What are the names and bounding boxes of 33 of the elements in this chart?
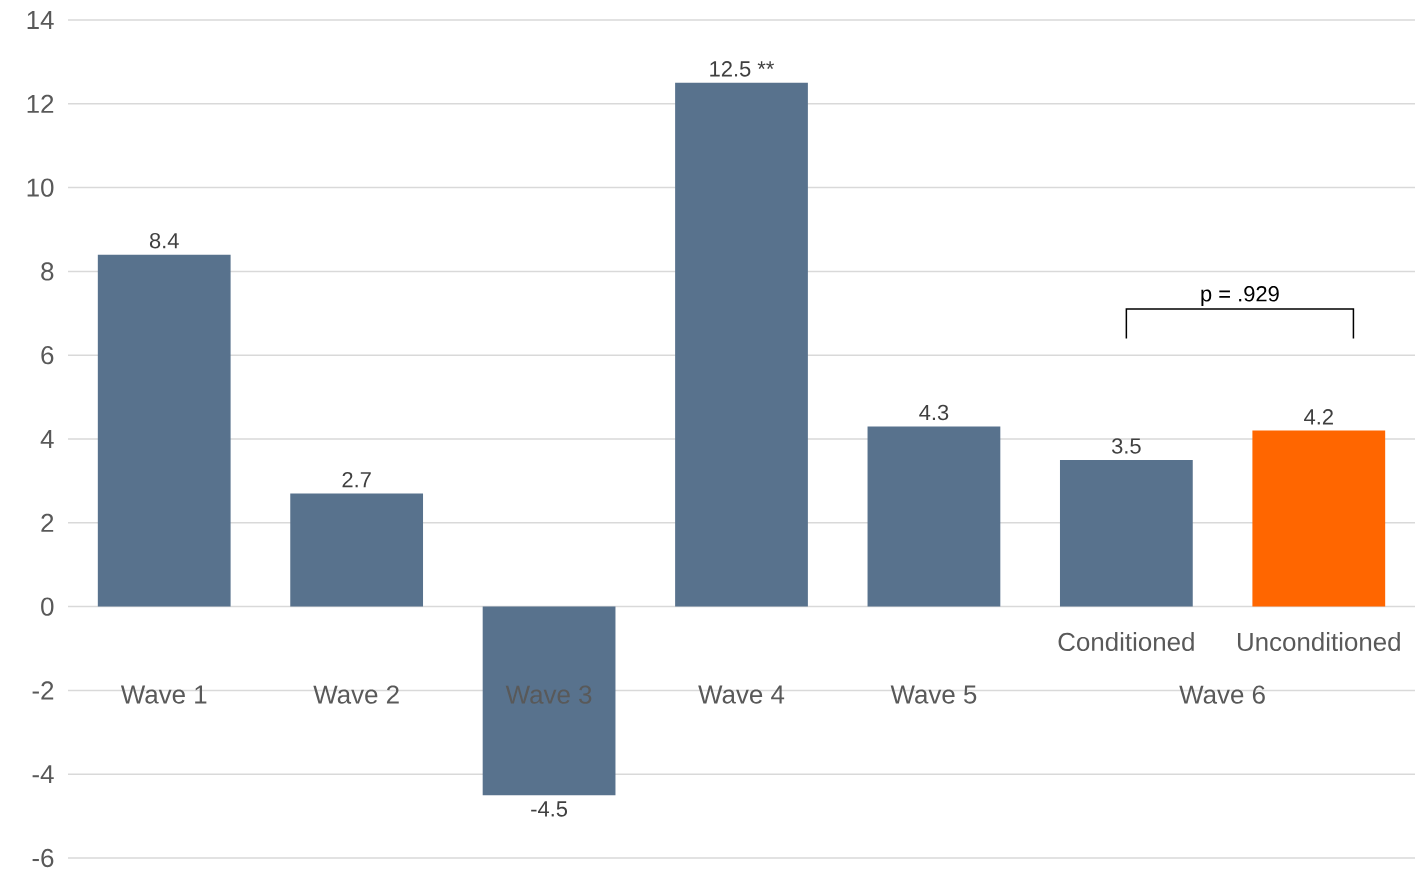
bar bbox=[97, 254, 231, 607]
bar bbox=[1252, 430, 1386, 607]
y-tick-label: -4 bbox=[32, 765, 54, 784]
data-label: 4.2 bbox=[1304, 409, 1333, 425]
x-tick-label: Wave 4 bbox=[698, 685, 785, 704]
y-tick-label: 0 bbox=[41, 597, 54, 616]
data-label: 4.3 bbox=[919, 404, 949, 421]
y-tick-label: 12 bbox=[27, 94, 54, 113]
y-tick-label: 4 bbox=[40, 430, 54, 448]
bar bbox=[675, 82, 808, 607]
data-label: 2.7 bbox=[342, 471, 371, 488]
data-label: 3.5 bbox=[1111, 438, 1141, 454]
y-tick-label: 6 bbox=[41, 346, 54, 365]
y-tick-label: -6 bbox=[32, 848, 54, 868]
data-label: -4.5 bbox=[531, 801, 568, 817]
y-tick-label: 14 bbox=[27, 11, 54, 29]
data-label: 8.4 bbox=[149, 232, 179, 249]
bar bbox=[1059, 459, 1193, 607]
y-tick-label: 10 bbox=[27, 178, 54, 197]
x-tick-label: Conditioned bbox=[1058, 632, 1194, 652]
data-label: 12.5 ** bbox=[710, 61, 775, 77]
bar bbox=[867, 426, 1001, 607]
bar bbox=[482, 606, 616, 796]
y-tick-label: 8 bbox=[41, 262, 54, 281]
bar bbox=[290, 493, 424, 607]
annotation: p = .929 bbox=[1201, 286, 1279, 306]
x-tick-label: Unconditioned bbox=[1237, 632, 1400, 652]
annotation: Wave 6 bbox=[1179, 685, 1265, 704]
x-tick-label: Wave 1 bbox=[120, 685, 207, 704]
y-tick-label: 2 bbox=[41, 513, 54, 532]
x-tick-label: Wave 2 bbox=[313, 685, 399, 704]
x-tick-label: Wave 5 bbox=[890, 685, 977, 704]
y-tick-label: -2 bbox=[32, 681, 54, 700]
